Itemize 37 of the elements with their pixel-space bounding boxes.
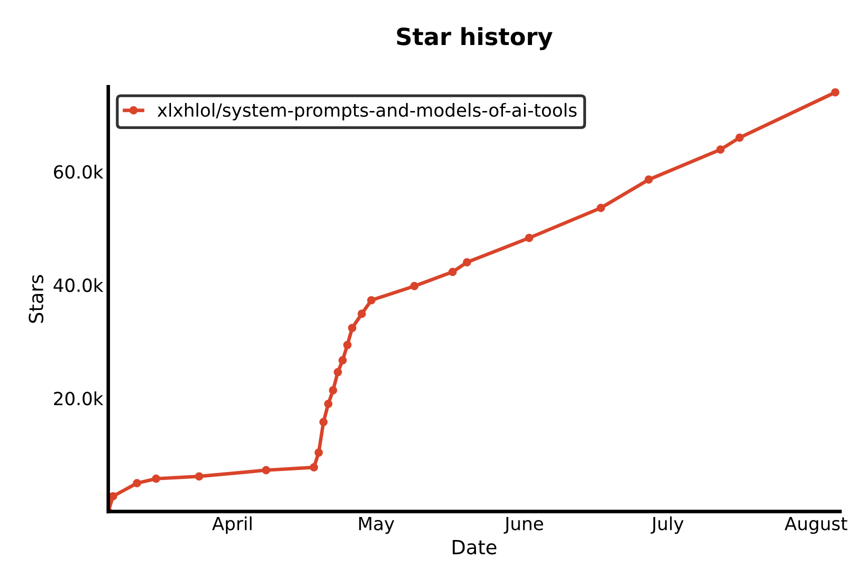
point xyxy=(324,400,332,408)
point xyxy=(462,258,472,266)
legend-label: xlxhlol/system-prompts-and-models-of-ai-tools xyxy=(158,102,577,120)
point xyxy=(343,340,352,350)
y-tick-label: 40.0k xyxy=(54,278,104,292)
point xyxy=(644,175,653,184)
point xyxy=(716,145,725,154)
point xyxy=(358,310,366,318)
point xyxy=(152,474,160,483)
point xyxy=(314,448,323,457)
point xyxy=(831,88,840,97)
point xyxy=(310,463,318,472)
x-axis-title: Date xyxy=(452,540,496,554)
point xyxy=(328,386,338,394)
point xyxy=(348,324,356,332)
x-tick-label: May xyxy=(359,516,394,534)
x-tick-label: July xyxy=(650,516,684,534)
point xyxy=(338,356,347,364)
point xyxy=(132,479,142,488)
point xyxy=(367,296,376,304)
y-axis-title: Stars xyxy=(28,275,44,323)
point xyxy=(334,368,342,376)
x-tick-label: April xyxy=(212,516,252,534)
point xyxy=(319,418,328,426)
point xyxy=(262,466,270,474)
chart-title: Star history xyxy=(397,27,553,50)
y-tick-label: 60.0k xyxy=(54,164,104,179)
point xyxy=(108,492,118,500)
point xyxy=(596,204,606,212)
x-tick-label: June xyxy=(504,516,544,534)
point xyxy=(524,234,534,242)
point xyxy=(735,134,744,142)
x-tick-label: August xyxy=(784,516,848,534)
point xyxy=(448,268,457,276)
y-tick-label: 20.0k xyxy=(54,391,104,406)
point xyxy=(194,472,204,481)
point xyxy=(410,282,419,290)
